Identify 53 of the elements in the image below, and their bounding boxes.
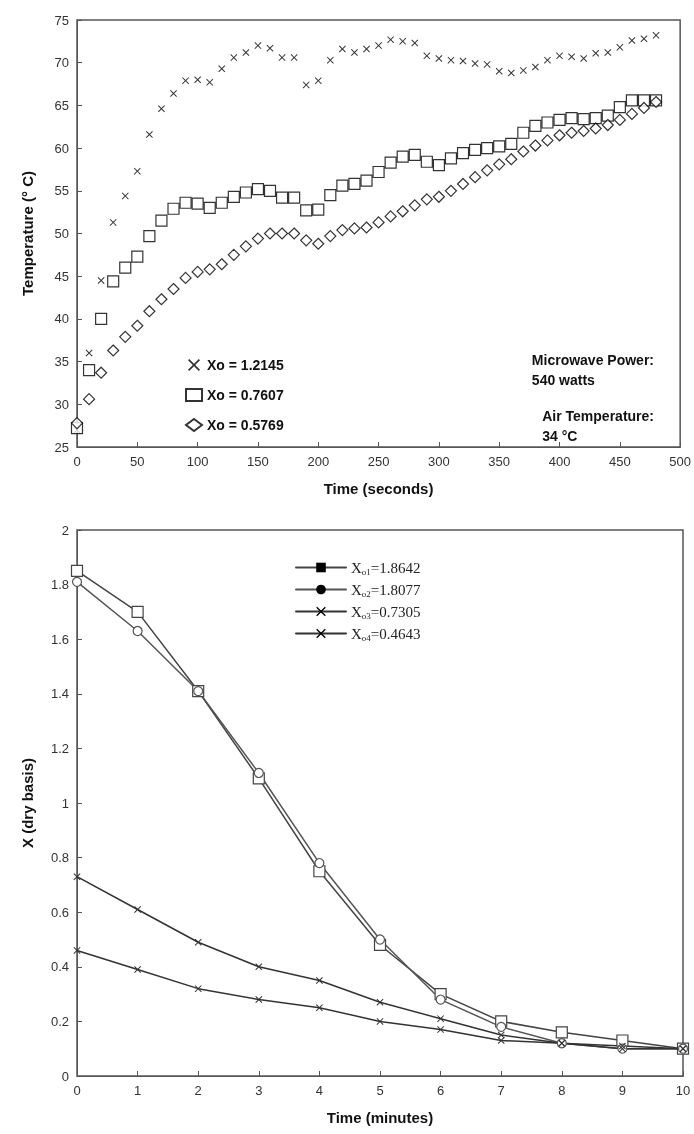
- y-tick-label: 30: [54, 396, 69, 412]
- y-tick-label: 55: [54, 183, 69, 199]
- y-tick-label: 25: [54, 439, 69, 455]
- legend-label: Xo = 1.2145: [207, 357, 284, 373]
- y-axis-title: Temperature (° C): [19, 171, 36, 296]
- x-tick-label: 200: [307, 454, 330, 469]
- y-tick-label: 45: [54, 268, 69, 284]
- x-tick-label: 300: [428, 454, 450, 469]
- annotation: Air Temperature: 34 °C: [542, 408, 655, 444]
- y-tick-label: 65: [54, 97, 69, 113]
- x-tick-label: 500: [669, 454, 692, 469]
- legend-label: Xo = 0.7607: [207, 387, 284, 403]
- x-tick-label: 150: [247, 454, 269, 469]
- y-axis-title: X (dry basis): [19, 757, 36, 849]
- x-tick-label: 250: [367, 454, 390, 469]
- y-tick-label: 0.8: [50, 850, 69, 866]
- y-tick-label: 1.4: [50, 686, 69, 702]
- x-tick-label: 2: [194, 1083, 202, 1098]
- y-tick-label: 0.4: [50, 959, 69, 975]
- x-tick-label: 3: [255, 1083, 263, 1098]
- x-tick-label: 0: [73, 1083, 81, 1098]
- x-tick-label: 1: [133, 1083, 142, 1098]
- x-axis-title: Time (seconds): [323, 480, 434, 497]
- x-tick-label: 7: [497, 1083, 505, 1098]
- y-tick-label: 2: [61, 522, 69, 538]
- x-tick-label: 6: [436, 1083, 445, 1098]
- annotation: Microwave Power: 540 watts: [531, 352, 654, 388]
- y-tick-label: 1.8: [50, 577, 69, 593]
- x-tick-label: 400: [548, 454, 571, 469]
- x-tick-label: 50: [130, 454, 145, 469]
- x-tick-label: 0: [73, 454, 81, 469]
- y-tick-label: 75: [54, 12, 69, 28]
- x-tick-label: 450: [608, 454, 631, 469]
- x-tick-label: 100: [186, 454, 209, 469]
- y-tick-label: 1: [61, 795, 69, 811]
- legend-label: Xo = 0.5769: [207, 417, 284, 433]
- y-tick-label: 35: [54, 354, 69, 370]
- y-tick-label: 60: [54, 140, 69, 156]
- y-tick-label: 0.2: [50, 1013, 69, 1029]
- x-tick-label: 8: [558, 1083, 566, 1098]
- x-tick-label: 4: [315, 1083, 324, 1098]
- x-tick-label: 5: [376, 1083, 384, 1098]
- x-axis-title: Time (minutes): [326, 1109, 434, 1126]
- y-tick-label: 40: [54, 311, 69, 327]
- x-tick-label: 9: [618, 1083, 627, 1098]
- y-tick-label: 1.2: [50, 740, 69, 756]
- y-tick-label: 50: [54, 226, 69, 241]
- x-tick-label: 350: [488, 454, 511, 469]
- y-tick-label: 1.6: [50, 631, 69, 647]
- y-tick-label: 0: [61, 1068, 69, 1084]
- y-tick-label: 0.6: [50, 904, 69, 920]
- y-tick-label: 70: [54, 55, 69, 71]
- x-tick-label: 10: [675, 1083, 691, 1098]
